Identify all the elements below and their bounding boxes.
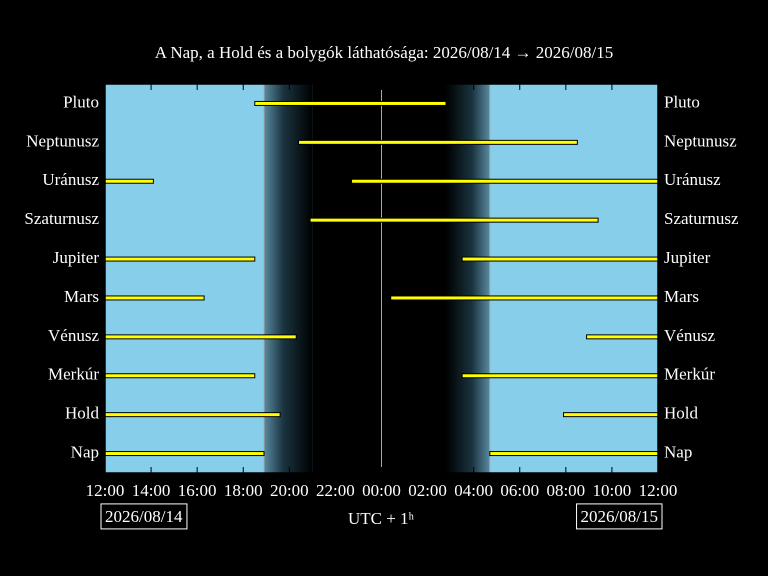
- row-label-left: Szaturnusz: [24, 209, 99, 228]
- x-tick-label: 12:00: [86, 481, 125, 500]
- x-tick-label: 00:00: [362, 481, 401, 500]
- row-label-right: Jupiter: [664, 248, 711, 267]
- visibility-bar: [461, 256, 659, 262]
- dawn: [446, 84, 490, 473]
- row-label-left: Merkúr: [48, 365, 99, 384]
- x-tick-label: 06:00: [500, 481, 539, 500]
- row-label-left: Hold: [65, 404, 100, 423]
- x-tick-label: 12:00: [639, 481, 678, 500]
- row-label-left: Nap: [71, 442, 99, 461]
- visibility-bar: [104, 451, 265, 457]
- visibility-bar: [104, 178, 154, 184]
- visibility-bar: [461, 373, 659, 379]
- visibility-bar: [586, 334, 659, 340]
- row-label-right: Merkúr: [664, 365, 715, 384]
- row-label-left: Pluto: [63, 92, 99, 111]
- date-box: [576, 503, 663, 530]
- visibility-bar: [104, 373, 256, 379]
- visibility-bar: [254, 100, 447, 106]
- x-axis-label: UTC + 1ʰ: [348, 509, 415, 528]
- x-tick-label: 16:00: [178, 481, 217, 500]
- visibility-bar: [351, 178, 659, 184]
- dusk: [263, 84, 313, 473]
- x-tick-label: 04:00: [454, 481, 493, 500]
- row-label-right: Hold: [664, 404, 699, 423]
- chart-title: A Nap, a Hold és a bolygók láthatósága: …: [155, 43, 613, 62]
- row-label-left: Mars: [64, 287, 99, 306]
- x-tick-label: 20:00: [270, 481, 309, 500]
- row-label-left: Uránusz: [42, 170, 99, 189]
- row-label-right: Neptunusz: [664, 131, 737, 150]
- x-tick-label: 18:00: [224, 481, 263, 500]
- visibility-bar: [298, 139, 578, 145]
- x-tick-label: 22:00: [316, 481, 355, 500]
- row-label-right: Vénusz: [664, 326, 715, 345]
- end-date: 2026/08/15: [581, 507, 658, 526]
- visibility-bar: [104, 256, 256, 262]
- x-tick-label: 02:00: [408, 481, 447, 500]
- visibility-bar: [104, 334, 297, 340]
- x-tick-label: 10:00: [593, 481, 632, 500]
- row-label-right: Szaturnusz: [664, 209, 739, 228]
- row-label-left: Vénusz: [48, 326, 99, 345]
- x-tick-label: 14:00: [132, 481, 171, 500]
- row-label-left: Neptunusz: [26, 131, 99, 150]
- visibility-bar: [104, 295, 205, 301]
- row-label-right: Mars: [664, 287, 699, 306]
- row-label-left: Jupiter: [53, 248, 100, 267]
- row-label-right: Pluto: [664, 92, 700, 111]
- visibility-bar: [489, 451, 659, 457]
- x-tick-label: 08:00: [546, 481, 585, 500]
- date-box: [100, 503, 188, 530]
- row-label-right: Nap: [664, 442, 692, 461]
- visibility-bar: [309, 217, 599, 223]
- night: [312, 84, 447, 473]
- start-date: 2026/08/14: [105, 507, 183, 526]
- visibility-bar: [563, 412, 659, 418]
- row-label-right: Uránusz: [664, 170, 721, 189]
- visibility-bar: [390, 295, 659, 301]
- visibility-bar: [104, 412, 281, 418]
